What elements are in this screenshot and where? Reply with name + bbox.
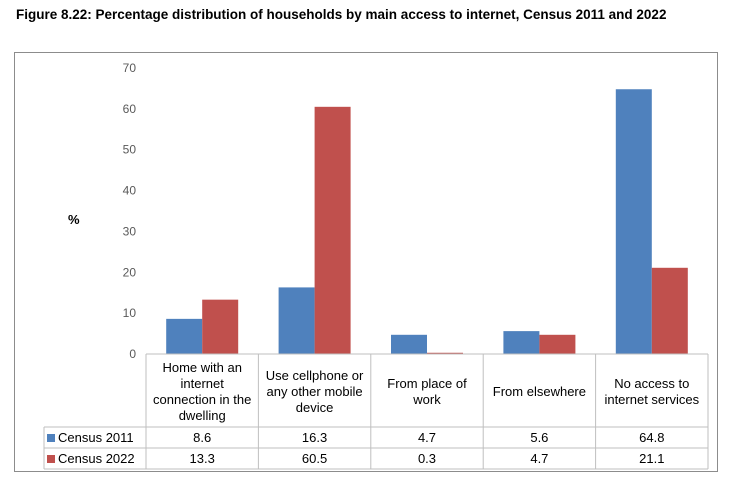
legend-entry: Census 2022 — [47, 451, 135, 467]
bar-census-2022-4 — [651, 267, 688, 354]
y-tick-label: 20 — [123, 265, 137, 279]
bar-census-2011-3 — [503, 331, 540, 354]
data-table-value: 5.6 — [530, 430, 549, 445]
legend-label: Census 2022 — [58, 451, 135, 466]
bar-census-2022-3 — [539, 334, 576, 354]
y-tick-label: 50 — [123, 143, 137, 157]
x-category-label: Use cellphone or any other mobile device — [265, 367, 364, 415]
data-table-value: 60.5 — [301, 451, 328, 466]
legend-key-swatch — [47, 455, 55, 463]
chart-frame — [14, 52, 718, 472]
data-table-value: 4.7 — [530, 451, 549, 466]
y-tick-label: 10 — [123, 306, 137, 320]
x-category-label: From elsewhere — [492, 383, 586, 399]
x-category-label: From place of work — [387, 375, 467, 407]
bar-census-2022-2 — [427, 352, 463, 354]
data-table-value: 13.3 — [189, 451, 215, 466]
x-category-label: No access to internet services — [604, 375, 700, 407]
y-tick-label: 70 — [123, 61, 137, 75]
y-tick-label: 60 — [123, 102, 137, 116]
figure-title: Figure 8.22: Percentage distribution of … — [16, 7, 667, 22]
y-tick-label: 40 — [123, 184, 137, 198]
y-axis-label: % — [68, 212, 80, 227]
bar-census-2022-0 — [202, 299, 239, 354]
bar-census-2011-4 — [615, 89, 652, 354]
bar-census-2022-1 — [314, 106, 351, 354]
x-category-label: Home with an internet connection in the … — [153, 359, 252, 423]
data-table-value: 64.8 — [639, 430, 665, 445]
bar-census-2011-2 — [391, 334, 427, 354]
data-table-value: 21.1 — [639, 451, 665, 466]
legend-key-swatch — [47, 434, 55, 442]
data-table-value: 16.3 — [301, 430, 328, 445]
legend-label: Census 2011 — [58, 430, 134, 445]
legend-entry: Census 2011 — [47, 430, 134, 446]
data-table-value: 4.7 — [417, 430, 437, 445]
y-tick-label: 0 — [129, 347, 136, 361]
data-table-value: 0.3 — [417, 451, 437, 466]
bar-census-2011-0 — [166, 318, 203, 354]
y-tick-label: 30 — [123, 224, 137, 238]
bar-census-2011-1 — [278, 287, 315, 354]
data-table-value: 8.6 — [193, 430, 212, 445]
